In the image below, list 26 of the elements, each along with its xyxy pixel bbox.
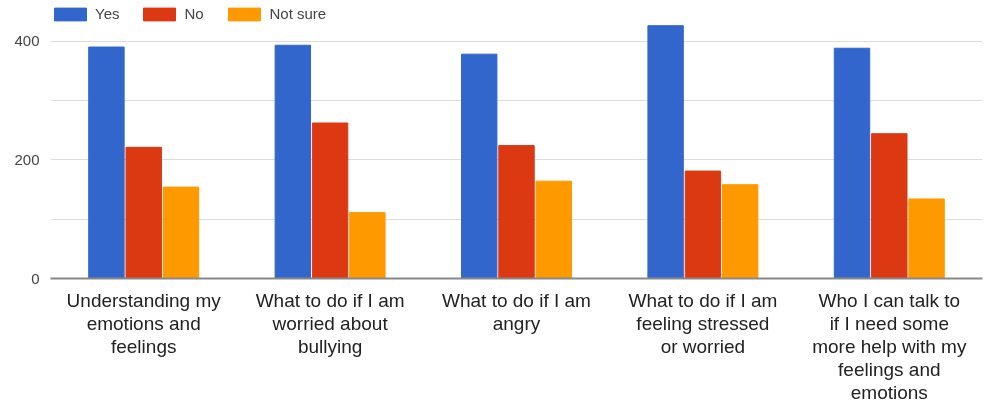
- bar: [498, 145, 535, 279]
- bar: [349, 212, 386, 279]
- bar: [721, 184, 759, 279]
- bar: [908, 198, 945, 279]
- bar: [461, 53, 498, 279]
- bar: [88, 46, 125, 279]
- legend-label: Yes: [95, 5, 120, 22]
- x-tick-label: Understanding my emotions and feelings: [66, 289, 222, 357]
- y-tick-label: 0: [31, 269, 40, 287]
- bar: [647, 25, 684, 279]
- bar: [871, 133, 908, 279]
- x-tick-label: What to do if I am angry: [442, 289, 591, 334]
- bar: [535, 180, 572, 279]
- x-tick-label: What to do if I am feeling stressed or worried: [628, 289, 778, 357]
- y-tick-label: 200: [14, 150, 40, 168]
- bar: [684, 170, 722, 279]
- x-tick-label: Who I can talk to if I need some more help with my feelings and emotions: [812, 289, 967, 403]
- y-tick-label: 400: [14, 32, 40, 50]
- bar: [162, 186, 200, 279]
- bar: [311, 122, 349, 279]
- bar: [125, 146, 162, 279]
- legend-label: No: [184, 5, 205, 22]
- bar: [833, 47, 871, 279]
- bar: [274, 44, 312, 279]
- legend-label: Not sure: [269, 5, 327, 22]
- x-tick-label: What to do if I am worried about bullying: [255, 289, 405, 357]
